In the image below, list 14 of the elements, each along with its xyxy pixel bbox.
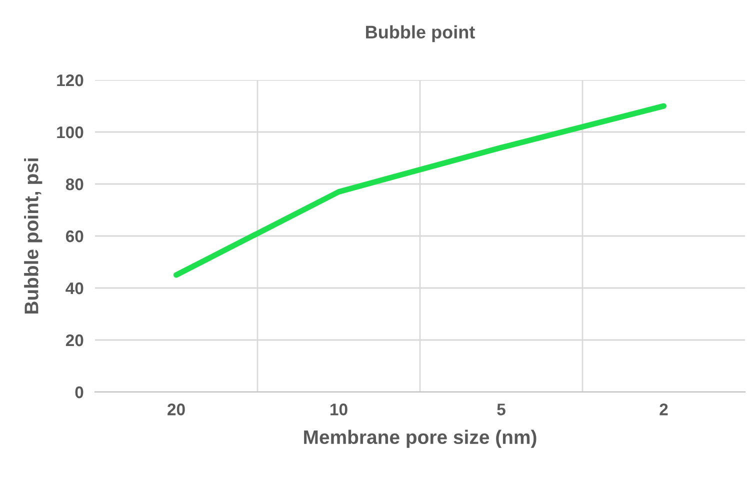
y-axis-title: Bubble point, psi [24,158,42,314]
x-tick-label: 2 [660,404,668,416]
chart-title: Bubble point [366,25,475,42]
x-tick-label: 10 [330,404,348,416]
y-tick-label: 100 [57,126,84,138]
y-tick-label: 0 [75,386,84,398]
x-tick-label: 20 [168,404,185,416]
y-tick-label: 60 [66,230,84,242]
x-axis-title: Membrane pore size (nm) [304,430,536,448]
y-tick-label: 20 [66,334,84,346]
x-tick-label: 5 [497,404,506,416]
y-tick-label: 120 [57,74,84,86]
y-tick-label: 80 [66,178,84,190]
y-tick-label: 40 [66,282,84,294]
